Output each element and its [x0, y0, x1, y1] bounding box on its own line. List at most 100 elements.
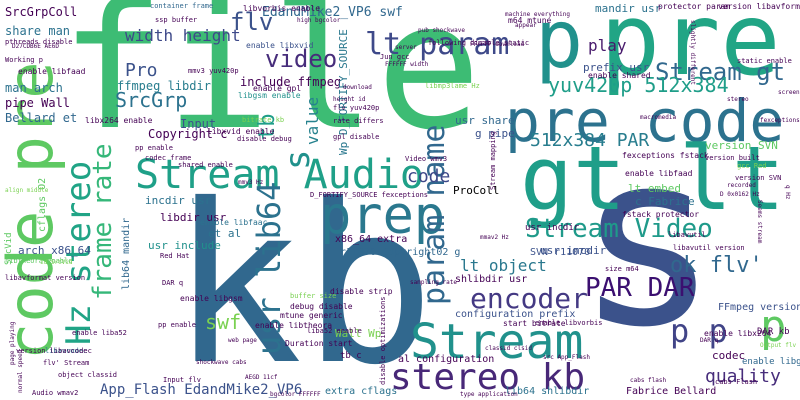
word-libdir-usr: libdir usr: [160, 211, 227, 224]
word-s: s: [575, 100, 720, 380]
word-page-playing: page playing: [9, 321, 16, 365]
word-gpl-disable: gpl disable: [333, 133, 380, 141]
word-enable-libxvid: enable libxvid: [246, 41, 314, 50]
word-libavformat-version: libavformat version: [5, 274, 86, 282]
word-rate-differs: rate differs: [333, 117, 384, 125]
word-gcc-red: gcc Red: [737, 162, 767, 170]
word-object-classid: object classid: [58, 371, 118, 379]
word-normal-speed: normal speed: [17, 349, 24, 393]
word-lt-embed: lt embed: [628, 182, 681, 195]
word-enable-libtheora: enable libtheora: [255, 321, 333, 330]
word-mmv3-hz: mmv3 Hz: [238, 179, 264, 186]
word-yuv-par: yuv420p 512x384: [548, 73, 729, 97]
word-enable-libvorbis: enable libvorbis: [535, 319, 603, 327]
word-libavcodec: libavcodec: [45, 347, 88, 355]
word-id-srcvid: id SrcVid: [40, 259, 73, 266]
word-flv-stream: flv' Stream: [43, 359, 90, 367]
word-bitrate-kb: bitrate kb: [242, 116, 285, 124]
word-copyright-c: Copyright c: [148, 127, 228, 141]
word-duration-start: Duration start: [285, 339, 353, 348]
word-enable-libfaac: enable libfaac: [200, 218, 268, 227]
word-shared-enable: shared enable: [178, 161, 233, 169]
word-usr-share: usr share: [455, 114, 515, 127]
word-src-app-flash: src App_Flash: [543, 354, 590, 361]
word-enable-libfaad: enable libfaad: [18, 67, 86, 76]
word-working-p: Working p: [5, 56, 43, 64]
word-lib64-shlibdir: lib64 shlibdir: [505, 386, 590, 397]
word-lt-object: lt object: [460, 256, 547, 275]
word-libtheora-enable: libtheora enable: [5, 257, 73, 265]
word-appear: appear: [515, 22, 537, 29]
word-prefix-usr: prefix usr: [583, 61, 650, 74]
word-g-pipe: g pipe: [475, 127, 515, 140]
word-following-disable: following disable static: [428, 39, 530, 47]
word-ffffff-download: FFFFFF download: [470, 41, 525, 48]
word-incdir-usr: incdir usr: [145, 194, 212, 207]
word-libx264-enable: libx264 enable: [85, 116, 153, 125]
word-debug-disable: debug disable: [290, 302, 353, 311]
word-wall-wp: Wall Wp: [335, 327, 382, 340]
word-pre-code: pre code: [505, 87, 785, 155]
word-c-fabrice: c Fabrice: [635, 195, 695, 208]
word-version-svn: version SVN: [705, 139, 778, 152]
word-mandir-usr: mandir usr: [595, 2, 662, 15]
word-slightly-different: slightly different: [689, 20, 696, 86]
word-liba52-enable: liba52 enable: [307, 327, 362, 335]
word-video: video: [265, 45, 338, 73]
word-usr-incdir: usr incdir: [540, 244, 607, 257]
word-aegd-11cf: AEGD 11cf: [245, 374, 278, 381]
word-d-0x0162: D 0x0162 Hz: [720, 191, 760, 198]
word-start-bitrate: start bitrate: [503, 319, 566, 328]
word-enable-gpl: enable gpl: [253, 84, 302, 93]
word-enable-liba52: enable liba52: [72, 329, 127, 337]
word-lt-param: lt param: [365, 27, 510, 62]
word-app-flash: App_Flash EdandMike2_VP6: [100, 382, 303, 398]
word-prep: prep: [320, 186, 446, 246]
word-recorded: recorded: [727, 182, 756, 189]
word-shlibdir-usr: shlibdir usr: [455, 274, 528, 285]
word-jun-gcc: Jun gcc: [380, 53, 410, 61]
word-encoder: encoder: [470, 282, 589, 315]
word-al-config: al configuration: [398, 354, 495, 365]
word-lib64-mandir: lib64 mandir: [121, 217, 132, 290]
word-srcvid: SrcVid: [4, 232, 14, 265]
word-stream-video: Stream Video: [525, 214, 713, 244]
word-pp-enable-2: pp enable: [158, 321, 196, 329]
word-bgcolor-ffffff: bgcolor FFFFFF: [270, 391, 321, 398]
word-par-512: 512x384 PAR: [530, 130, 650, 151]
word-pipe-wall: pipe Wall: [5, 96, 71, 110]
word-d27cdb6e: D27CDB6E AE6D: [12, 43, 59, 50]
word-stereo-small: stereo: [727, 96, 749, 103]
word-edandmike-swf: EdandMike2_VP6 swf: [262, 5, 403, 20]
word-input-flv: Input flv: [163, 376, 201, 384]
word-share-man: share man: [5, 24, 71, 38]
word-enable-libgsm2: enable libgsm: [180, 294, 243, 303]
word-param-name: param name: [417, 124, 452, 305]
word-mmav2-hz: mmav2 Hz: [480, 234, 509, 241]
word-width-height: width height: [125, 26, 241, 45]
word-stereo-kb: stereo kb: [390, 357, 586, 398]
word-enable-libx264: enable libx264: [704, 329, 772, 338]
word-sampling-rate: sampling rate: [410, 279, 457, 286]
word-fexceptions: fexceptions: [760, 117, 800, 124]
word-stream: Stream: [410, 314, 584, 370]
word-fexceptions-fstack: fexceptions fstack: [622, 151, 709, 160]
word-srcgrpcoll: SrcGrpColl: [5, 5, 78, 19]
word-fabrice-bellard: Fabrice Bellard: [626, 386, 717, 397]
word-enable-shared: enable shared: [588, 71, 651, 80]
word-ssp-buffer: ssp buffer: [155, 16, 198, 24]
word-libxvid-enable: libxvid enable: [207, 127, 275, 136]
word-buffer-size: buffer size: [290, 292, 337, 300]
word-tb-c: tb c: [340, 351, 362, 361]
word-usr-incdir2: usr incdir: [525, 223, 580, 233]
word-s-small: s: [278, 149, 318, 170]
word-par-dar: PAR DAR: [585, 273, 695, 303]
word-ffmpeg-version: FFmpeg version: [718, 302, 800, 313]
word-swf: swf: [205, 310, 242, 334]
word-download: download: [343, 84, 372, 91]
word-usr-include: usr include: [148, 239, 221, 252]
word-stream-mapping: Stream mapping: [489, 130, 497, 190]
word-q-hz: q Hz: [784, 185, 791, 200]
word-audio-wmav2: Audio wmav2: [32, 389, 79, 397]
